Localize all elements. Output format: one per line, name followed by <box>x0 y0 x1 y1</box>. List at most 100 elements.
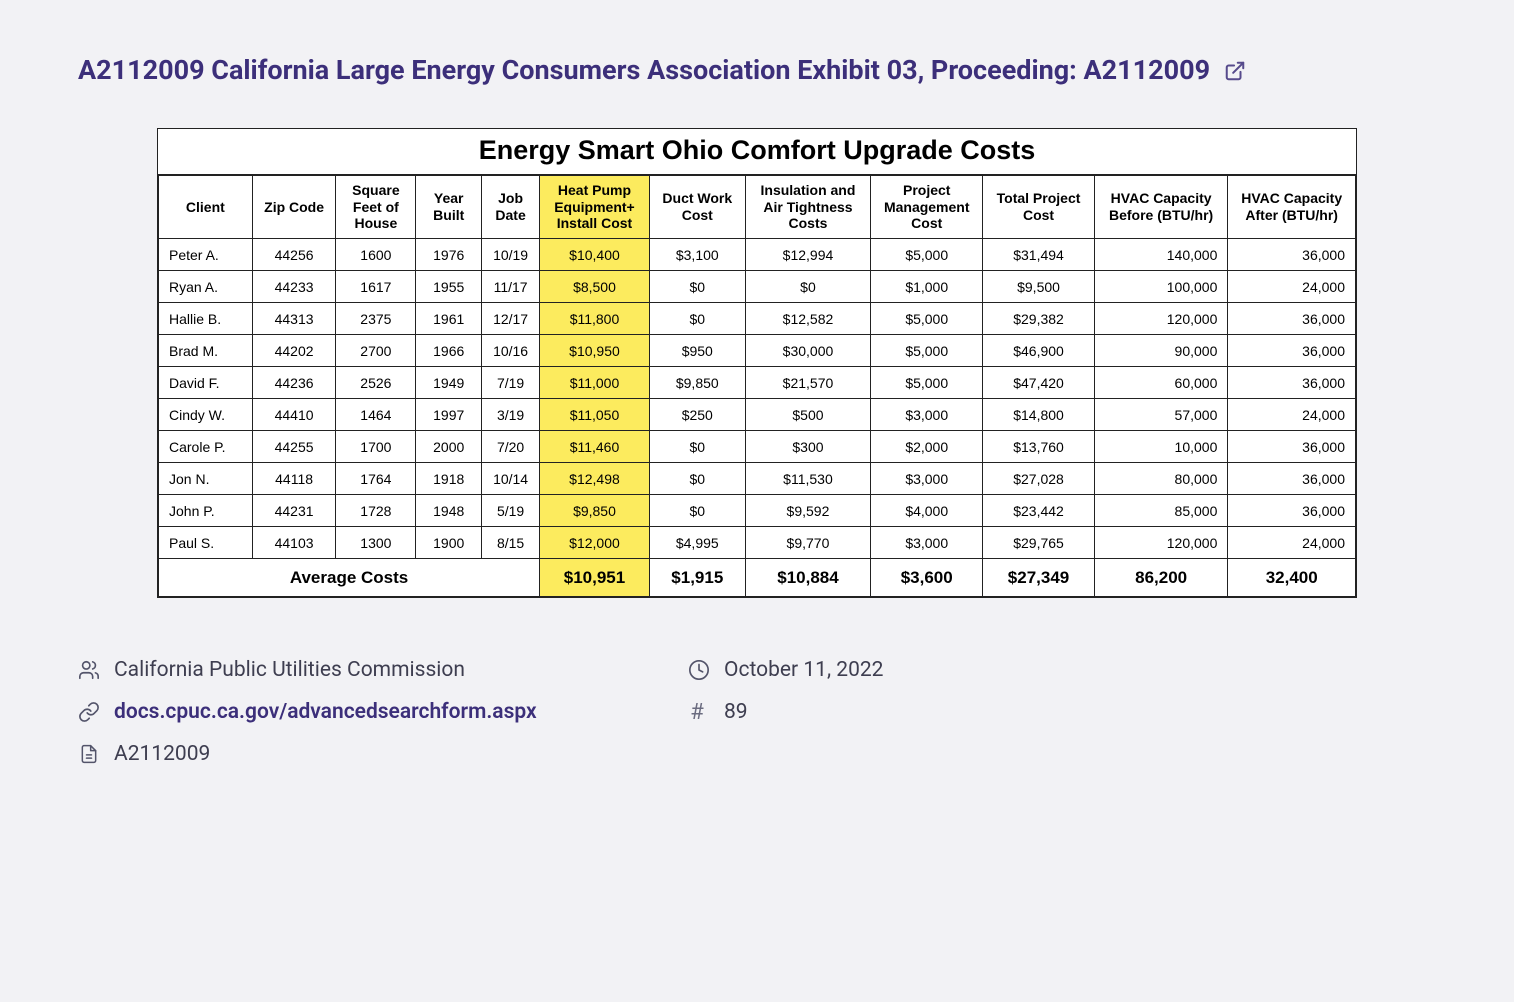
page-title-text: A2112009 California Large Energy Consume… <box>78 50 1210 92</box>
table-cell: 2700 <box>336 335 416 367</box>
cost-table-container: Energy Smart Ohio Comfort Upgrade Costs … <box>157 128 1357 598</box>
table-cell: 44313 <box>252 303 336 335</box>
table-cell: 140,000 <box>1094 239 1228 271</box>
table-cell: $29,765 <box>983 527 1095 559</box>
table-cell: $0 <box>649 463 745 495</box>
table-cell: 3/19 <box>482 399 540 431</box>
clock-icon <box>688 659 710 681</box>
table-cell: $9,500 <box>983 271 1095 303</box>
table-cell: 36,000 <box>1228 463 1356 495</box>
table-cell: 5/19 <box>482 495 540 527</box>
meta-date-text: October 11, 2022 <box>724 658 884 682</box>
table-cell: 2526 <box>336 367 416 399</box>
meta-date: October 11, 2022 <box>688 658 1436 682</box>
meta-number-text: 89 <box>724 700 748 724</box>
column-header: Heat PumpEquipment+Install Cost <box>540 175 650 238</box>
table-cell: 60,000 <box>1094 367 1228 399</box>
table-cell: $4,995 <box>649 527 745 559</box>
table-cell: Hallie B. <box>159 303 253 335</box>
table-cell: 44231 <box>252 495 336 527</box>
column-header: JobDate <box>482 175 540 238</box>
table-cell: $10,400 <box>540 239 650 271</box>
table-cell: $5,000 <box>871 335 983 367</box>
table-cell: $2,000 <box>871 431 983 463</box>
table-body: Peter A.442561600197610/19$10,400$3,100$… <box>159 239 1356 559</box>
page-title[interactable]: A2112009 California Large Energy Consume… <box>78 50 1436 92</box>
meta-link-text: docs.cpuc.ca.gov/advancedsearchform.aspx <box>114 700 537 724</box>
table-cell: 1948 <box>416 495 482 527</box>
meta-source-link[interactable]: docs.cpuc.ca.gov/advancedsearchform.aspx <box>78 700 668 724</box>
table-cell: 44410 <box>252 399 336 431</box>
table-cell: $8,500 <box>540 271 650 303</box>
table-row: Peter A.442561600197610/19$10,400$3,100$… <box>159 239 1356 271</box>
table-cell: 10/16 <box>482 335 540 367</box>
table-cell: 7/19 <box>482 367 540 399</box>
table-cell: $4,000 <box>871 495 983 527</box>
table-cell: 57,000 <box>1094 399 1228 431</box>
table-cell: 120,000 <box>1094 303 1228 335</box>
table-cell: 12/17 <box>482 303 540 335</box>
table-cell: 24,000 <box>1228 527 1356 559</box>
table-cell: 1728 <box>336 495 416 527</box>
table-cell: 1617 <box>336 271 416 303</box>
column-header: YearBuilt <box>416 175 482 238</box>
table-cell: $12,000 <box>540 527 650 559</box>
table-row: Jon N.441181764191810/14$12,498$0$11,530… <box>159 463 1356 495</box>
table-cell: 1764 <box>336 463 416 495</box>
footer-value: $27,349 <box>983 559 1095 597</box>
column-header: HVAC CapacityAfter (BTU/hr) <box>1228 175 1356 238</box>
table-cell: 120,000 <box>1094 527 1228 559</box>
table-cell: Jon N. <box>159 463 253 495</box>
table-cell: $30,000 <box>745 335 871 367</box>
table-cell: $3,000 <box>871 527 983 559</box>
table-cell: $11,800 <box>540 303 650 335</box>
table-cell: David F. <box>159 367 253 399</box>
table-cell: 11/17 <box>482 271 540 303</box>
table-cell: 2000 <box>416 431 482 463</box>
table-cell: $9,770 <box>745 527 871 559</box>
table-cell: $31,494 <box>983 239 1095 271</box>
table-cell: 2375 <box>336 303 416 335</box>
table-cell: $11,000 <box>540 367 650 399</box>
table-cell: $14,800 <box>983 399 1095 431</box>
table-row: Carole P.44255170020007/20$11,460$0$300$… <box>159 431 1356 463</box>
table-cell: $11,460 <box>540 431 650 463</box>
table-row: Brad M.442022700196610/16$10,950$950$30,… <box>159 335 1356 367</box>
table-row: John P.44231172819485/19$9,850$0$9,592$4… <box>159 495 1356 527</box>
table-cell: $1,000 <box>871 271 983 303</box>
meta-docket: A2112009 <box>78 742 668 766</box>
table-cell: $5,000 <box>871 367 983 399</box>
table-cell: 44255 <box>252 431 336 463</box>
table-cell: Brad M. <box>159 335 253 367</box>
table-cell: 1949 <box>416 367 482 399</box>
table-cell: $5,000 <box>871 303 983 335</box>
table-cell: Cindy W. <box>159 399 253 431</box>
table-cell: 1961 <box>416 303 482 335</box>
table-cell: 1700 <box>336 431 416 463</box>
table-cell: 36,000 <box>1228 495 1356 527</box>
table-cell: $300 <box>745 431 871 463</box>
table-cell: $0 <box>649 303 745 335</box>
footer-value: $10,884 <box>745 559 871 597</box>
column-header: Duct WorkCost <box>649 175 745 238</box>
table-cell: Peter A. <box>159 239 253 271</box>
table-cell: 1955 <box>416 271 482 303</box>
table-cell: 1464 <box>336 399 416 431</box>
table-cell: $13,760 <box>983 431 1095 463</box>
table-cell: $9,850 <box>540 495 650 527</box>
table-cell: 85,000 <box>1094 495 1228 527</box>
table-cell: $500 <box>745 399 871 431</box>
column-header: Client <box>159 175 253 238</box>
table-cell: 7/20 <box>482 431 540 463</box>
table-cell: $12,498 <box>540 463 650 495</box>
table-cell: $0 <box>649 431 745 463</box>
table-cell: 44233 <box>252 271 336 303</box>
footer-value: 86,200 <box>1094 559 1228 597</box>
table-cell: 1997 <box>416 399 482 431</box>
table-cell: 1600 <box>336 239 416 271</box>
table-cell: 44118 <box>252 463 336 495</box>
table-cell: 44236 <box>252 367 336 399</box>
column-header: ProjectManagementCost <box>871 175 983 238</box>
column-header: Insulation andAir TightnessCosts <box>745 175 871 238</box>
file-icon <box>78 743 100 765</box>
